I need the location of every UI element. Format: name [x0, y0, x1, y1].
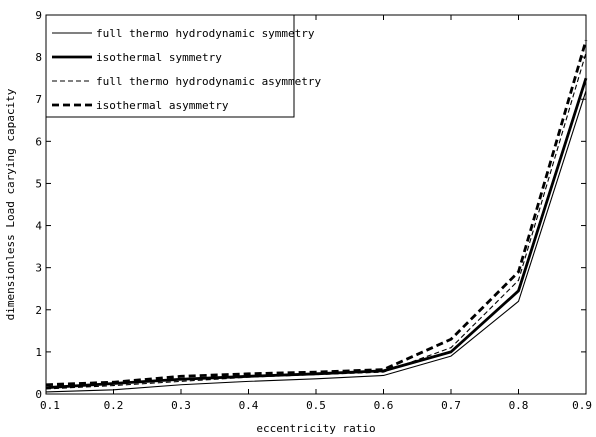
legend-label-1: isothermal symmetry [96, 51, 222, 64]
x-tick-label-6: 0.7 [441, 399, 461, 412]
y-tick-label-8: 8 [35, 51, 42, 64]
y-tick-label-7: 7 [35, 93, 42, 106]
x-tick-label-2: 0.3 [171, 399, 191, 412]
x-tick-label-7: 0.8 [509, 399, 529, 412]
x-tick-label-5: 0.6 [374, 399, 394, 412]
legend: full thermo hydrodynamic symmetry isother… [45, 14, 322, 118]
x-tick-label-8: 0.9 [572, 399, 592, 412]
y-tick-label-1: 1 [35, 346, 42, 359]
y-tick-label-3: 3 [35, 262, 42, 275]
x-tick-label-1: 0.2 [104, 399, 124, 412]
y-tick-label-2: 2 [35, 304, 42, 317]
y-tick-label-4: 4 [35, 220, 42, 233]
legend-box [45, 14, 295, 118]
series-line-1 [45, 77, 588, 390]
legend-label-0: full thermo hydrodynamic symmetry [96, 27, 315, 40]
x-tick-label-3: 0.4 [239, 399, 259, 412]
x-axis-label: eccentricity ratio [256, 422, 375, 435]
series-layer [45, 39, 588, 393]
ticks-layer: 0.1 0.2 0.3 0.4 0.5 0.6 0.7 0.8 0.9 0 1 2 3 4 5 6 7 8 9 [35, 9, 592, 412]
series-line-0 [45, 90, 587, 393]
x-tick-label-4: 0.5 [306, 399, 326, 412]
legend-label-2: full thermo hydrodynamic asymmetry [96, 75, 322, 88]
y-axis-label: dimensionless Load carying capacity [4, 88, 17, 320]
x-tick-label-0: 0.1 [40, 399, 60, 412]
series-line-2 [45, 52, 587, 390]
y-tick-label-9: 9 [35, 9, 42, 22]
y-tick-label-6: 6 [35, 135, 42, 148]
y-tick-label-0: 0 [35, 388, 42, 401]
series-line-3 [45, 39, 588, 387]
legend-label-3: isothermal asymmetry [96, 99, 229, 112]
y-tick-label-5: 5 [35, 177, 42, 190]
